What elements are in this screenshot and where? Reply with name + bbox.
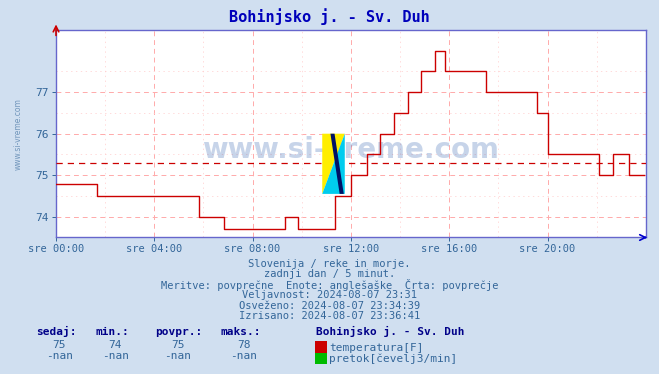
Text: Veljavnost: 2024-08-07 23:31: Veljavnost: 2024-08-07 23:31: [242, 290, 417, 300]
Text: -nan: -nan: [46, 351, 72, 361]
Polygon shape: [322, 134, 345, 194]
Text: Slovenija / reke in morje.: Slovenija / reke in morje.: [248, 259, 411, 269]
Polygon shape: [330, 134, 344, 194]
Text: Izrisano: 2024-08-07 23:36:41: Izrisano: 2024-08-07 23:36:41: [239, 311, 420, 321]
Text: Bohinjsko j. - Sv. Duh: Bohinjsko j. - Sv. Duh: [229, 8, 430, 25]
Text: www.si-vreme.com: www.si-vreme.com: [13, 98, 22, 170]
Text: Osveženo: 2024-08-07 23:34:39: Osveženo: 2024-08-07 23:34:39: [239, 301, 420, 310]
Text: 78: 78: [237, 340, 250, 350]
Text: 75: 75: [53, 340, 66, 350]
Polygon shape: [322, 134, 345, 194]
Text: zadnji dan / 5 minut.: zadnji dan / 5 minut.: [264, 269, 395, 279]
Text: www.si-vreme.com: www.si-vreme.com: [202, 136, 500, 164]
Text: maks.:: maks.:: [221, 327, 261, 337]
Text: sedaj:: sedaj:: [36, 326, 76, 337]
Text: Meritve: povprečne  Enote: anglešaške  Črta: povprečje: Meritve: povprečne Enote: anglešaške Črt…: [161, 279, 498, 291]
Text: -nan: -nan: [231, 351, 257, 361]
Text: -nan: -nan: [102, 351, 129, 361]
Text: Bohinjsko j. - Sv. Duh: Bohinjsko j. - Sv. Duh: [316, 326, 465, 337]
Text: 75: 75: [171, 340, 185, 350]
Text: pretok[čevelj3/min]: pretok[čevelj3/min]: [330, 354, 458, 364]
Text: 74: 74: [109, 340, 122, 350]
Text: temperatura[F]: temperatura[F]: [330, 343, 424, 353]
Text: min.:: min.:: [96, 327, 129, 337]
Text: povpr.:: povpr.:: [155, 327, 202, 337]
Text: -nan: -nan: [165, 351, 191, 361]
